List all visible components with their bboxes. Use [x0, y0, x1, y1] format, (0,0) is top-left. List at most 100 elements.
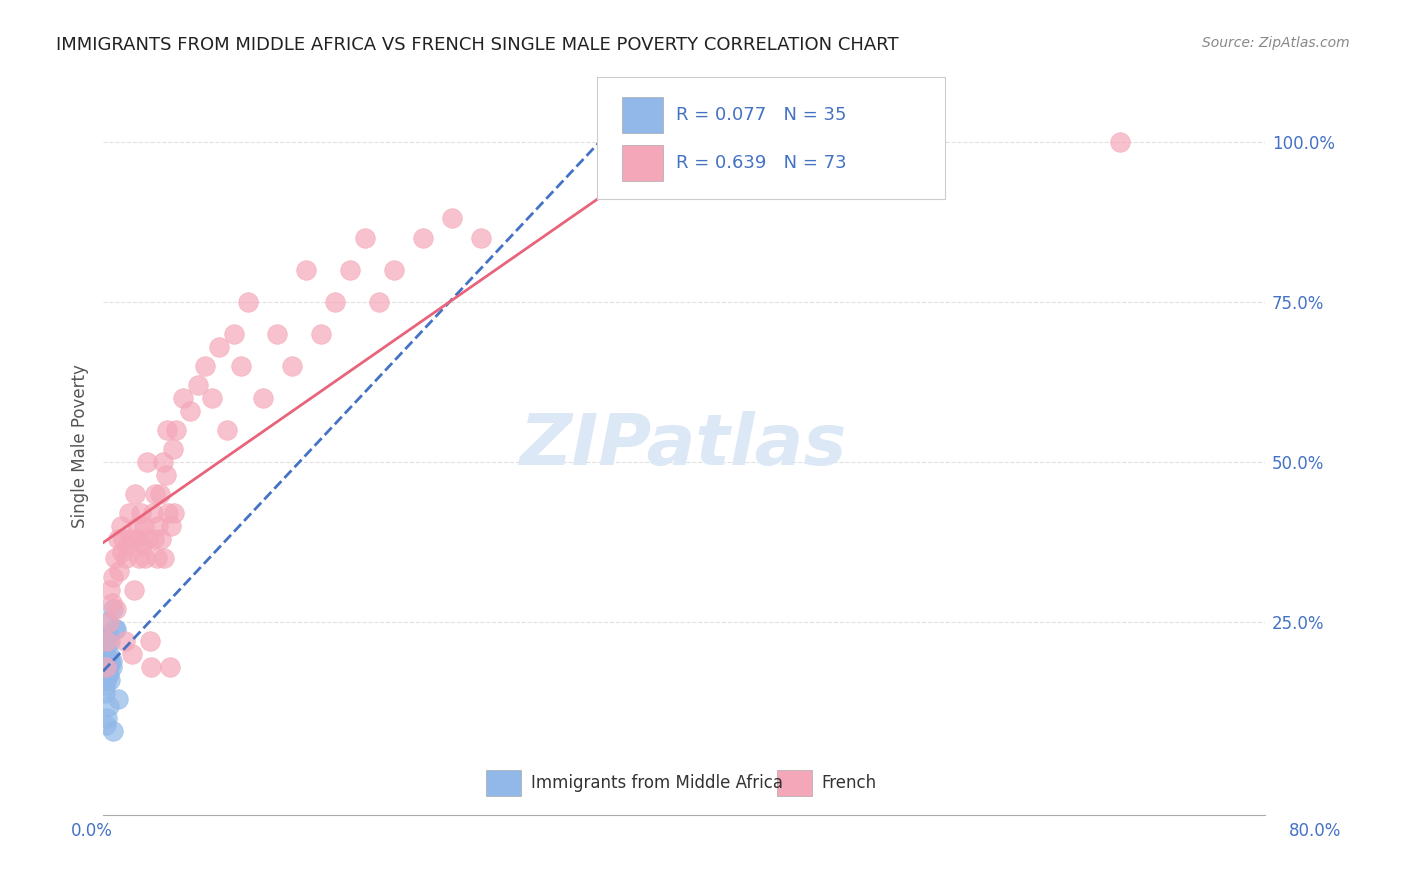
Point — [128, 551, 150, 566]
Point — [101, 660, 124, 674]
Point — [179, 403, 201, 417]
Point — [229, 359, 252, 373]
Point — [103, 724, 125, 739]
Point — [96, 628, 118, 642]
Point — [121, 648, 143, 662]
Text: Source: ZipAtlas.com: Source: ZipAtlas.com — [1202, 36, 1350, 50]
Point — [142, 532, 165, 546]
Point — [208, 340, 231, 354]
FancyBboxPatch shape — [486, 771, 522, 797]
Point — [104, 622, 127, 636]
Point — [110, 519, 132, 533]
Point — [160, 519, 183, 533]
Point — [136, 532, 159, 546]
Point — [139, 660, 162, 674]
Point — [118, 506, 141, 520]
Text: French: French — [821, 774, 876, 792]
Point — [107, 692, 129, 706]
Point — [470, 230, 492, 244]
Text: R = 0.639   N = 73: R = 0.639 N = 73 — [676, 154, 846, 172]
Point — [94, 660, 117, 674]
Point — [156, 423, 179, 437]
Point — [100, 634, 122, 648]
Point — [111, 545, 134, 559]
Point — [148, 519, 170, 533]
Point — [94, 648, 117, 662]
Point — [112, 532, 135, 546]
Point — [100, 583, 122, 598]
Point — [124, 487, 146, 501]
Text: 80.0%: 80.0% — [1288, 822, 1341, 840]
Point — [94, 666, 117, 681]
Point — [96, 660, 118, 674]
Point — [96, 634, 118, 648]
Point — [94, 673, 117, 687]
Point — [162, 442, 184, 457]
Point — [135, 455, 157, 469]
Point — [125, 532, 148, 546]
Point — [93, 686, 115, 700]
Point — [114, 634, 136, 648]
FancyBboxPatch shape — [623, 145, 664, 181]
Point — [146, 551, 169, 566]
Point — [100, 654, 122, 668]
Point — [96, 634, 118, 648]
Point — [134, 551, 156, 566]
FancyBboxPatch shape — [596, 78, 945, 199]
Point — [108, 564, 131, 578]
Point — [117, 538, 139, 552]
Point — [105, 602, 128, 616]
Point — [94, 654, 117, 668]
Point — [339, 262, 361, 277]
Point — [96, 634, 118, 648]
Point — [295, 262, 318, 277]
Point — [97, 615, 120, 630]
Point — [101, 596, 124, 610]
Text: R = 0.077   N = 35: R = 0.077 N = 35 — [676, 106, 846, 124]
Point — [103, 570, 125, 584]
Point — [309, 326, 332, 341]
Point — [201, 391, 224, 405]
Point — [252, 391, 274, 405]
Point — [93, 648, 115, 662]
Point — [281, 359, 304, 373]
Point — [172, 391, 194, 405]
Y-axis label: Single Male Poverty: Single Male Poverty — [72, 364, 89, 528]
Point — [215, 423, 238, 437]
Point — [159, 660, 181, 674]
Point — [97, 648, 120, 662]
Point — [222, 326, 245, 341]
Point — [96, 711, 118, 725]
Point — [94, 654, 117, 668]
Point — [238, 294, 260, 309]
Point — [150, 532, 173, 546]
Text: ZIPatlas: ZIPatlas — [520, 411, 848, 481]
Point — [94, 718, 117, 732]
Point — [266, 326, 288, 341]
Point — [325, 294, 347, 309]
Point — [104, 551, 127, 566]
Point — [97, 666, 120, 681]
FancyBboxPatch shape — [778, 771, 811, 797]
Point — [115, 551, 138, 566]
Point — [97, 660, 120, 674]
Point — [96, 615, 118, 630]
Point — [157, 506, 180, 520]
Point — [353, 230, 375, 244]
Point — [100, 654, 122, 668]
Point — [382, 262, 405, 277]
Point — [138, 634, 160, 648]
Point — [107, 532, 129, 546]
Point — [141, 506, 163, 520]
Point — [412, 230, 434, 244]
Point — [194, 359, 217, 373]
Point — [155, 467, 177, 482]
Point — [368, 294, 391, 309]
FancyBboxPatch shape — [623, 97, 664, 133]
Point — [145, 487, 167, 501]
Point — [94, 660, 117, 674]
Point — [94, 673, 117, 687]
Point — [153, 551, 176, 566]
Point — [132, 519, 155, 533]
Point — [101, 654, 124, 668]
